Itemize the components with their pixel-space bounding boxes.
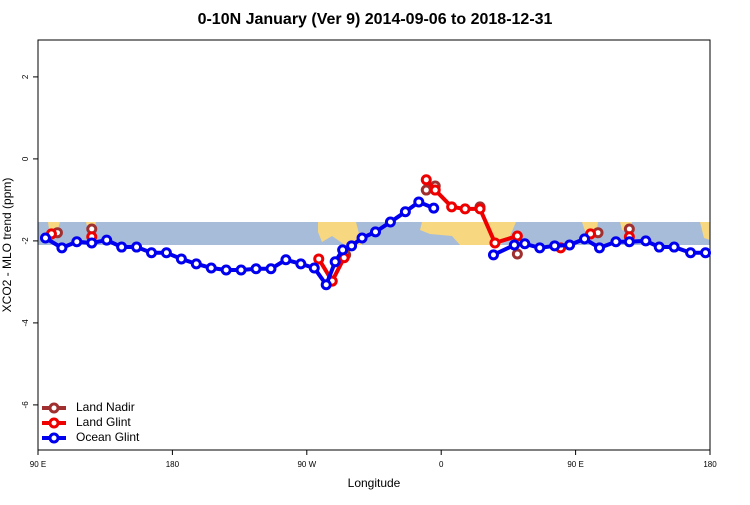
legend-label: Land Nadir	[76, 400, 135, 414]
point	[337, 244, 349, 256]
point	[564, 239, 576, 251]
point	[235, 264, 247, 276]
point	[280, 254, 292, 266]
point	[86, 237, 98, 249]
point	[250, 263, 262, 275]
point	[356, 232, 368, 244]
point	[420, 184, 432, 196]
land	[700, 222, 710, 240]
y-tick-label: 2	[21, 74, 30, 79]
point	[579, 233, 591, 245]
point	[700, 247, 712, 259]
point	[384, 216, 396, 228]
point	[640, 235, 652, 247]
x-tick-label: 90 E	[30, 460, 46, 469]
point	[511, 230, 523, 242]
point	[320, 279, 332, 291]
x-tick-label: 90 W	[297, 460, 316, 469]
point	[429, 184, 441, 196]
point	[145, 247, 157, 259]
point	[220, 264, 232, 276]
point	[369, 226, 381, 238]
point	[101, 234, 113, 246]
point	[519, 238, 531, 250]
y-axis-label: XCO2 - MLO trend (ppm)	[0, 178, 14, 313]
point	[39, 232, 51, 244]
point	[329, 256, 341, 268]
point	[71, 236, 83, 248]
point	[265, 263, 277, 275]
point	[487, 249, 499, 261]
x-tick-label: 0	[439, 460, 444, 469]
point	[428, 202, 440, 214]
point	[549, 240, 561, 252]
point	[474, 203, 486, 215]
point	[593, 242, 605, 254]
point	[346, 240, 358, 252]
point	[511, 248, 523, 260]
point	[308, 262, 320, 274]
point	[160, 247, 172, 259]
point	[295, 258, 307, 270]
point	[116, 241, 128, 253]
y-tick-label: -6	[21, 401, 30, 409]
y-tick-label: 0	[21, 156, 30, 161]
point	[413, 196, 425, 208]
point	[534, 242, 546, 254]
plot-frame	[37, 39, 711, 451]
chart-title: 0-10N January (Ver 9) 2014-09-06 to 2018…	[198, 11, 553, 28]
point	[420, 174, 432, 186]
point	[56, 242, 68, 254]
x-tick-label: 180	[166, 460, 180, 469]
point	[610, 236, 622, 248]
legend-marker	[48, 417, 60, 429]
land	[318, 222, 362, 245]
point	[623, 236, 635, 248]
point	[668, 241, 680, 253]
legend-marker	[48, 432, 60, 444]
point	[175, 253, 187, 265]
point	[459, 203, 471, 215]
point	[399, 206, 411, 218]
legend-label: Land Glint	[76, 415, 131, 429]
y-tick-label: -2	[21, 237, 30, 245]
x-tick-label: 180	[703, 460, 717, 469]
point	[489, 237, 501, 249]
y-tick-label: -4	[21, 319, 30, 327]
x-tick-label: 90 E	[567, 460, 583, 469]
point	[190, 258, 202, 270]
point	[508, 239, 520, 251]
point	[313, 253, 325, 265]
point	[205, 262, 217, 274]
point	[131, 241, 143, 253]
legend-marker	[48, 402, 60, 414]
x-axis-label: Longitude	[348, 476, 401, 490]
point	[653, 241, 665, 253]
legend-label: Ocean Glint	[76, 430, 140, 444]
point	[685, 247, 697, 259]
point	[446, 201, 458, 213]
